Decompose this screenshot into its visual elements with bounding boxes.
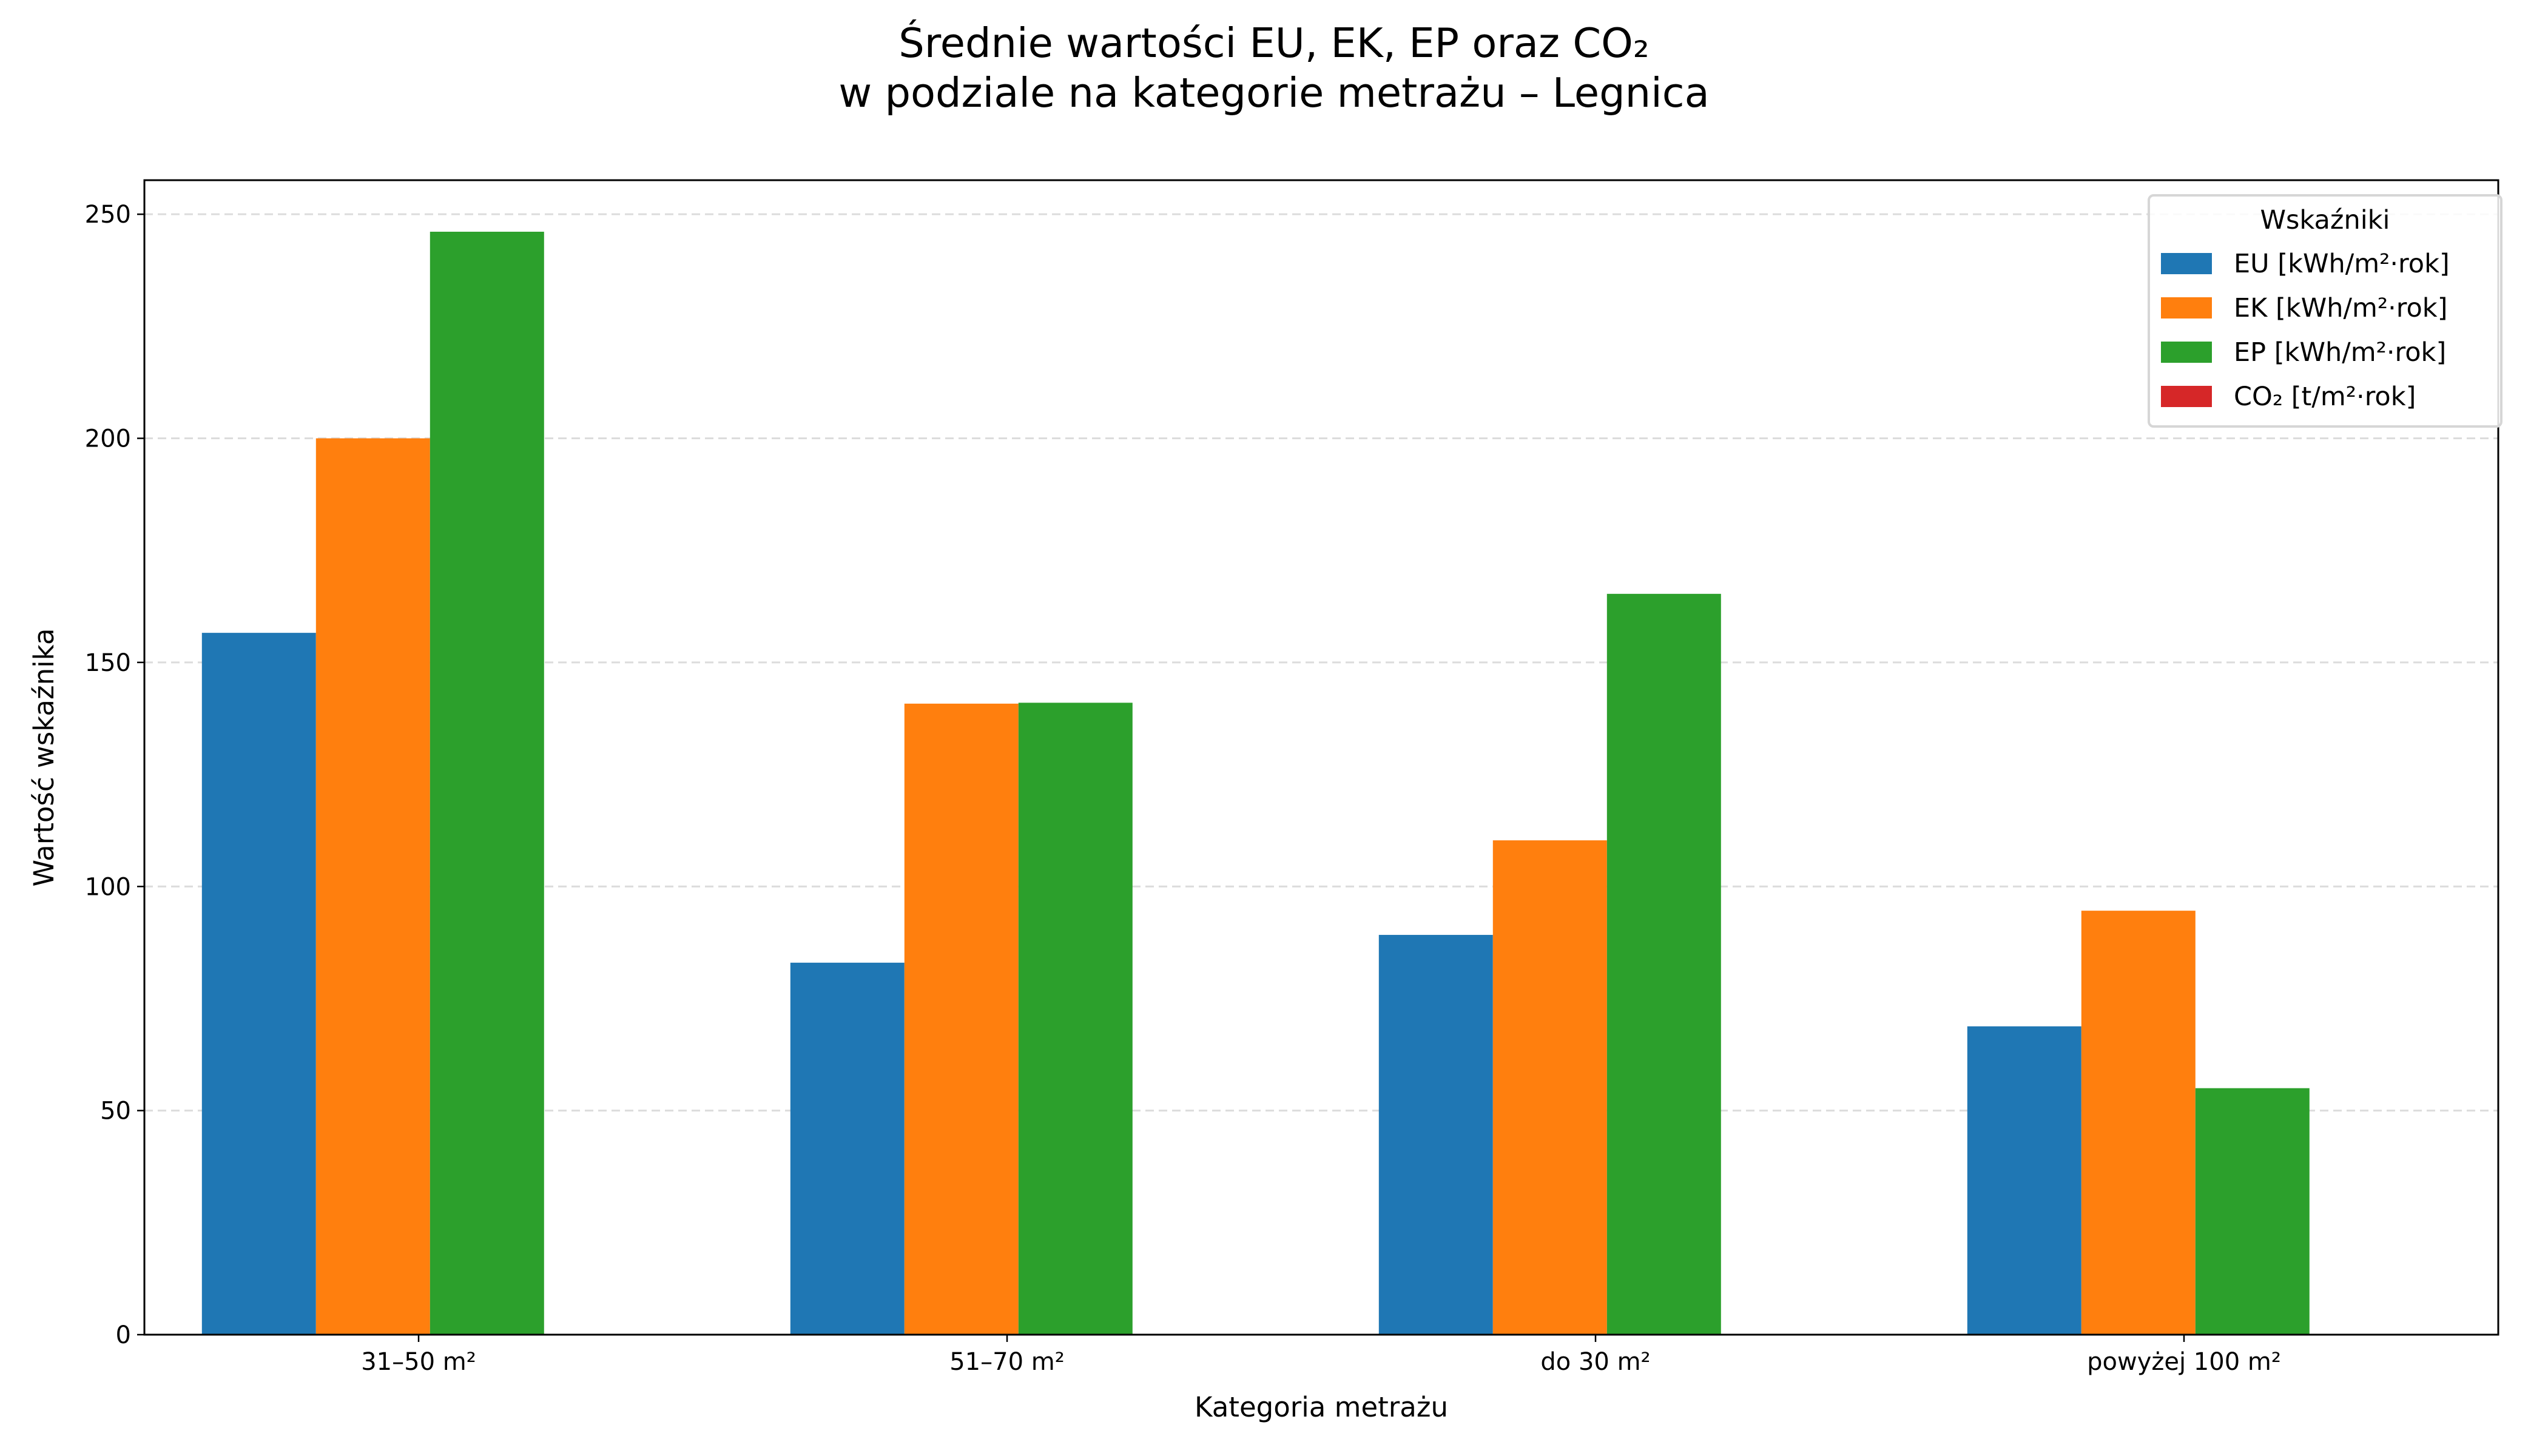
legend-label: CO₂ [t/m²·rok] (2234, 381, 2416, 412)
x-tick-label: powyżej 100 m² (2087, 1348, 2281, 1376)
legend-label: EP [kWh/m²·rok] (2234, 337, 2447, 368)
bar (904, 703, 1019, 1335)
legend-item: EU [kWh/m²·rok] (2150, 241, 2500, 286)
legend-item: EP [kWh/m²·rok] (2150, 330, 2500, 374)
x-tick-label: 31–50 m² (361, 1348, 476, 1376)
x-axis-label: Kategoria metrażu (1195, 1391, 1448, 1423)
y-axis-label: Wartość wskaźnika (28, 629, 60, 887)
y-tick-label: 150 (85, 649, 131, 677)
bar (2195, 1088, 2310, 1335)
bar (1606, 593, 1721, 1335)
y-tick-label: 0 (116, 1321, 131, 1349)
legend-item: EK [kWh/m²·rok] (2150, 286, 2500, 330)
plot-frame (143, 179, 2499, 1336)
y-tick-label: 100 (85, 873, 131, 901)
legend-swatch (2161, 386, 2212, 407)
legend-item: CO₂ [t/m²·rok] (2150, 374, 2500, 419)
bar (1378, 935, 1493, 1335)
legend-title: Wskaźniki (2260, 205, 2390, 235)
bar (1018, 703, 1133, 1335)
chart-title-line-1: Średnie wartości EU, EK, EP oraz CO₂ (898, 19, 1650, 67)
legend: Wskaźniki EU [kWh/m²·rok] EK [kWh/m²·rok]… (2148, 194, 2502, 428)
legend-label: EK [kWh/m²·rok] (2234, 292, 2448, 323)
chart-title: Średnie wartości EU, EK, EP oraz CO₂ w p… (0, 18, 2548, 118)
legend-swatch (2161, 253, 2212, 274)
bar (1967, 1026, 2081, 1335)
legend-label: EU [kWh/m²·rok] (2234, 248, 2450, 279)
bar (315, 438, 430, 1335)
x-tick-label: 51–70 m² (949, 1348, 1065, 1376)
bar (430, 231, 544, 1335)
legend-swatch (2161, 297, 2212, 318)
y-tick-label: 200 (85, 425, 131, 453)
y-tick-label: 250 (85, 201, 131, 229)
chart-title-line-2: w podziale na kategorie metrażu – Legnic… (838, 69, 1710, 116)
bar (1492, 840, 1607, 1335)
y-tick-label: 50 (100, 1097, 131, 1125)
bar (790, 962, 905, 1335)
x-tick-label: do 30 m² (1540, 1348, 1650, 1376)
legend-swatch (2161, 342, 2212, 363)
bar (201, 633, 316, 1335)
bar (2081, 911, 2196, 1335)
